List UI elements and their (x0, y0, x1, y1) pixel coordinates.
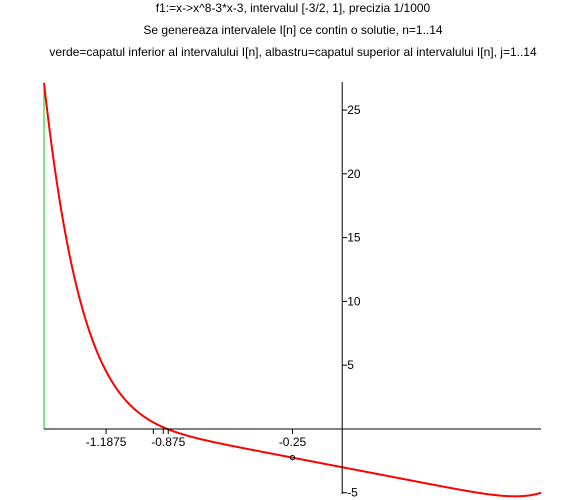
x-tick-label-1: -0.875 (151, 435, 185, 449)
y-tick-label-5: 25 (347, 103, 361, 117)
x-tick-label-0: -1.1875 (86, 435, 127, 449)
y-tick-label-4: 20 (347, 167, 361, 181)
marked-point (289, 454, 296, 461)
chart-subtitle: Se genereaza intervalele I[n] ce contin … (143, 23, 443, 37)
y-tick-label-3: 15 (347, 231, 361, 245)
y-tick-label-2: 10 (347, 294, 361, 308)
y-tick-label-0: -5 (347, 486, 358, 500)
chart-title: f1:=x->x^8-3*x-3, intervalul [-3/2, 1], … (155, 1, 431, 15)
chart-legend-note: verde=capatul inferior al intervalului I… (49, 45, 537, 59)
function-curve (43, 82, 542, 498)
x-tick-label-2: -0.25 (279, 435, 307, 449)
y-tick-label-1: 5 (347, 358, 354, 372)
